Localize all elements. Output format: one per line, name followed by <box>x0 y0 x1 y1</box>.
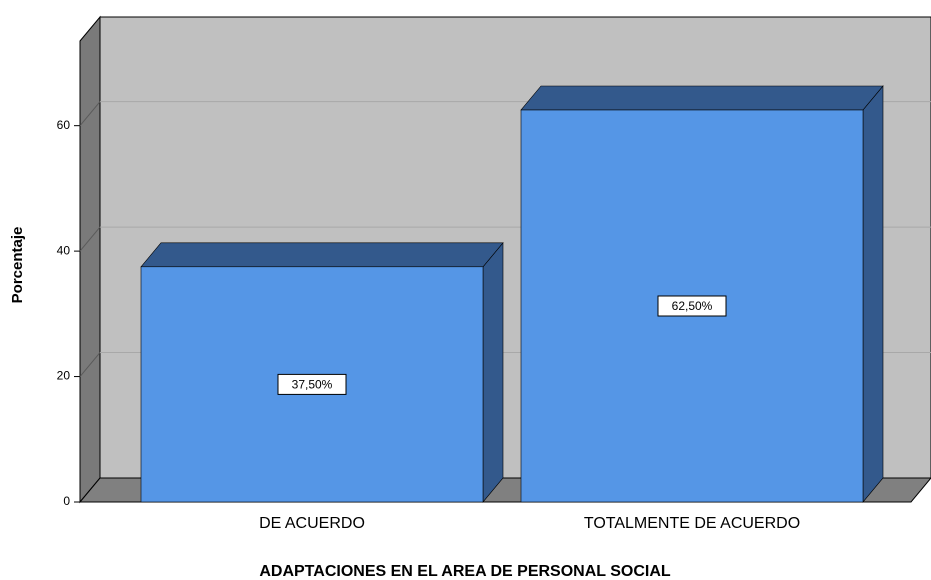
x-tick-label: TOTALMENTE DE ACUERDO <box>584 515 800 532</box>
bar-top <box>520 85 884 111</box>
bar-side <box>482 241 504 503</box>
grid-line <box>79 352 101 377</box>
side-wall <box>79 15 101 504</box>
y-axis-title: Porcentaje <box>9 227 26 304</box>
y-tick-label: 0 <box>63 494 70 508</box>
value-label-box <box>657 295 727 317</box>
grid-line <box>79 226 101 252</box>
value-label: 37,50% <box>292 378 333 392</box>
value-label: 62,50% <box>672 299 713 313</box>
x-axis-title: ADAPTACIONES EN EL AREA DE PERSONAL SOCI… <box>259 563 671 580</box>
y-tick-label: 20 <box>57 369 71 383</box>
bar-side <box>862 85 884 503</box>
grid-line <box>79 101 101 126</box>
x-tick-label: DE ACUERDO <box>259 515 365 532</box>
bar-top <box>140 242 504 268</box>
y-tick-label: 60 <box>57 118 71 132</box>
y-tick-label: 40 <box>57 243 71 257</box>
value-label-box <box>277 373 347 395</box>
